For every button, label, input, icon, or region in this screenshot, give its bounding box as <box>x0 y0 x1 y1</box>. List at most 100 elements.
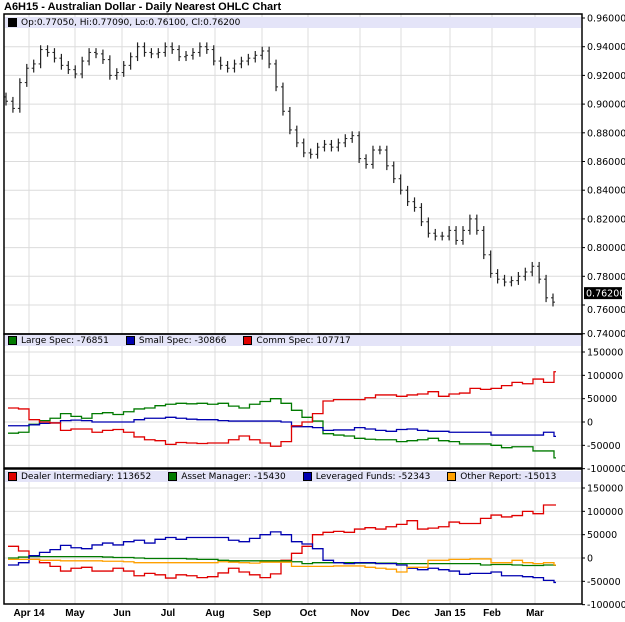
ohlc-bar <box>100 49 105 64</box>
y-tick-label: 0 <box>587 554 593 565</box>
ohlc-bar <box>384 145 389 171</box>
ohlc-bar <box>246 53 251 66</box>
y-tick-label: 0.90000 <box>587 100 625 111</box>
ohlc-bar <box>294 125 299 148</box>
ohlc-bar <box>440 231 445 241</box>
ohlc-bar <box>184 51 189 62</box>
legend-swatch <box>302 472 312 481</box>
legend-swatch <box>8 472 17 481</box>
y-tick-label: 0.96000 <box>587 14 625 25</box>
x-tick-label: Dec <box>392 608 411 619</box>
ohlc-bar <box>73 65 78 79</box>
ohlc-bar <box>370 145 375 169</box>
legend-label: Asset Manager: -15430 <box>181 471 286 482</box>
ohlc-bar <box>59 53 64 70</box>
y-tick-label: -50000 <box>587 441 621 452</box>
legend-swatch <box>8 336 17 345</box>
ohlc-bar <box>128 52 133 70</box>
ohlc-bar <box>502 274 507 287</box>
ohlc-bar <box>260 46 265 60</box>
ohlc-bar <box>467 214 472 235</box>
y-tick-label: 150000 <box>587 348 623 359</box>
ohlc-bar <box>121 61 126 77</box>
legend-item-large-spec: Large Spec: -76851 <box>8 336 109 346</box>
y-tick-label: 0 <box>587 418 593 429</box>
x-tick-label: Nov <box>351 608 370 619</box>
axis-labels: Apr 14 May Jun Jul Aug Sep Oct Nov Dec Jan 15 Feb M… <box>13 14 625 620</box>
y-tick-label: 50000 <box>587 394 617 405</box>
panel-frame <box>3 333 583 469</box>
legend-swatch <box>8 18 17 27</box>
ohlc-bar <box>107 55 112 80</box>
x-tick-label: Jun <box>113 608 131 619</box>
legend-item-dealer: Dealer Intermediary: 113652 <box>8 472 151 482</box>
y-tick-label: 0.76000 <box>587 305 625 316</box>
legend-item-other-report: Other Report: -15013 <box>447 472 556 482</box>
legend-item-asset-manager: Asset Manager: -15430 <box>168 472 286 482</box>
ohlc-bar <box>197 42 202 57</box>
ohlc-bar <box>31 59 36 73</box>
ohlc-bar <box>412 197 417 212</box>
ohlc-bar <box>329 139 334 152</box>
ohlc-bar <box>551 293 555 307</box>
ohlc-bar <box>45 45 50 57</box>
y-tick-label: 50000 <box>587 530 617 541</box>
x-tick-label: Oct <box>300 608 317 619</box>
legend-label: Dealer Intermediary: 113652 <box>21 471 152 482</box>
price-legend-item: Op:0.77050, Hi:0.77090, Lo:0.76100, Cl:0… <box>8 18 240 28</box>
ohlc-bar <box>433 228 438 241</box>
x-tick-label: Feb <box>483 608 501 619</box>
series-line-comm-spec <box>8 371 556 447</box>
x-tick-label: Apr 14 <box>13 608 45 619</box>
ohlc-bar <box>94 48 99 59</box>
ohlc-bar <box>163 42 168 57</box>
ohlc-bar <box>308 148 313 159</box>
ohlc-bar <box>287 106 292 135</box>
ohlc-bar <box>177 45 182 62</box>
ohlc-bar <box>530 261 535 277</box>
series-line-other-report <box>8 558 556 573</box>
ohlc-bar <box>336 138 341 152</box>
last-price-box <box>584 287 622 300</box>
legend-swatch <box>243 336 253 345</box>
ohlc-bar <box>274 59 279 92</box>
ohlc-bar <box>211 45 216 66</box>
series-line-leveraged-funds <box>8 531 556 584</box>
ohlc-bar <box>460 226 465 245</box>
ohlc-bar <box>474 214 479 235</box>
price-legend-text: Op:0.77050, Hi:0.77090, Lo:0.76100, Cl:0… <box>21 17 241 28</box>
legend-item-small-spec: Small Spec: -30866 <box>125 335 227 346</box>
ohlc-bar <box>377 145 382 155</box>
ohlc-bar <box>204 42 209 54</box>
ohlc-bar <box>280 82 285 116</box>
ohlc-bar <box>52 48 57 63</box>
series-line-asset-manager <box>8 555 556 567</box>
panel-frame <box>3 468 583 605</box>
y-tick-label: 0.80000 <box>587 243 625 254</box>
ohlc-bar <box>10 96 15 113</box>
ohlc-bar <box>135 42 140 62</box>
ohlc-bar <box>537 261 542 284</box>
ohlc-bar <box>447 226 452 241</box>
ohlc-bar <box>495 269 500 284</box>
legend-label: Small Spec: -30866 <box>138 335 227 346</box>
ohlc-bar <box>398 174 403 195</box>
ohlc-bar <box>253 51 258 63</box>
y-tick-label: 0.88000 <box>587 128 625 139</box>
ohlc-bar <box>80 56 85 79</box>
last-price-label: 0.76200 <box>586 289 625 300</box>
ohlc-bar <box>426 217 431 238</box>
ohlc-bar <box>343 134 348 148</box>
ohlc-bar <box>232 59 237 73</box>
legend-swatch <box>168 472 178 481</box>
ohlc-bar <box>190 48 195 60</box>
y-tick-label: 0.74000 <box>587 329 625 340</box>
y-tick-label: 0.78000 <box>587 272 625 283</box>
ohlc-bar <box>516 271 521 285</box>
y-tick-label: 0.84000 <box>587 186 625 197</box>
chart-title: A6H15 - Australian Dollar - Daily Neares… <box>4 1 282 13</box>
legend-item-leveraged-funds: Leveraged Funds: -52343 <box>302 472 430 482</box>
panel-frames <box>3 13 583 605</box>
ohlc-bar <box>225 61 230 73</box>
ohlc-bar <box>523 267 528 281</box>
